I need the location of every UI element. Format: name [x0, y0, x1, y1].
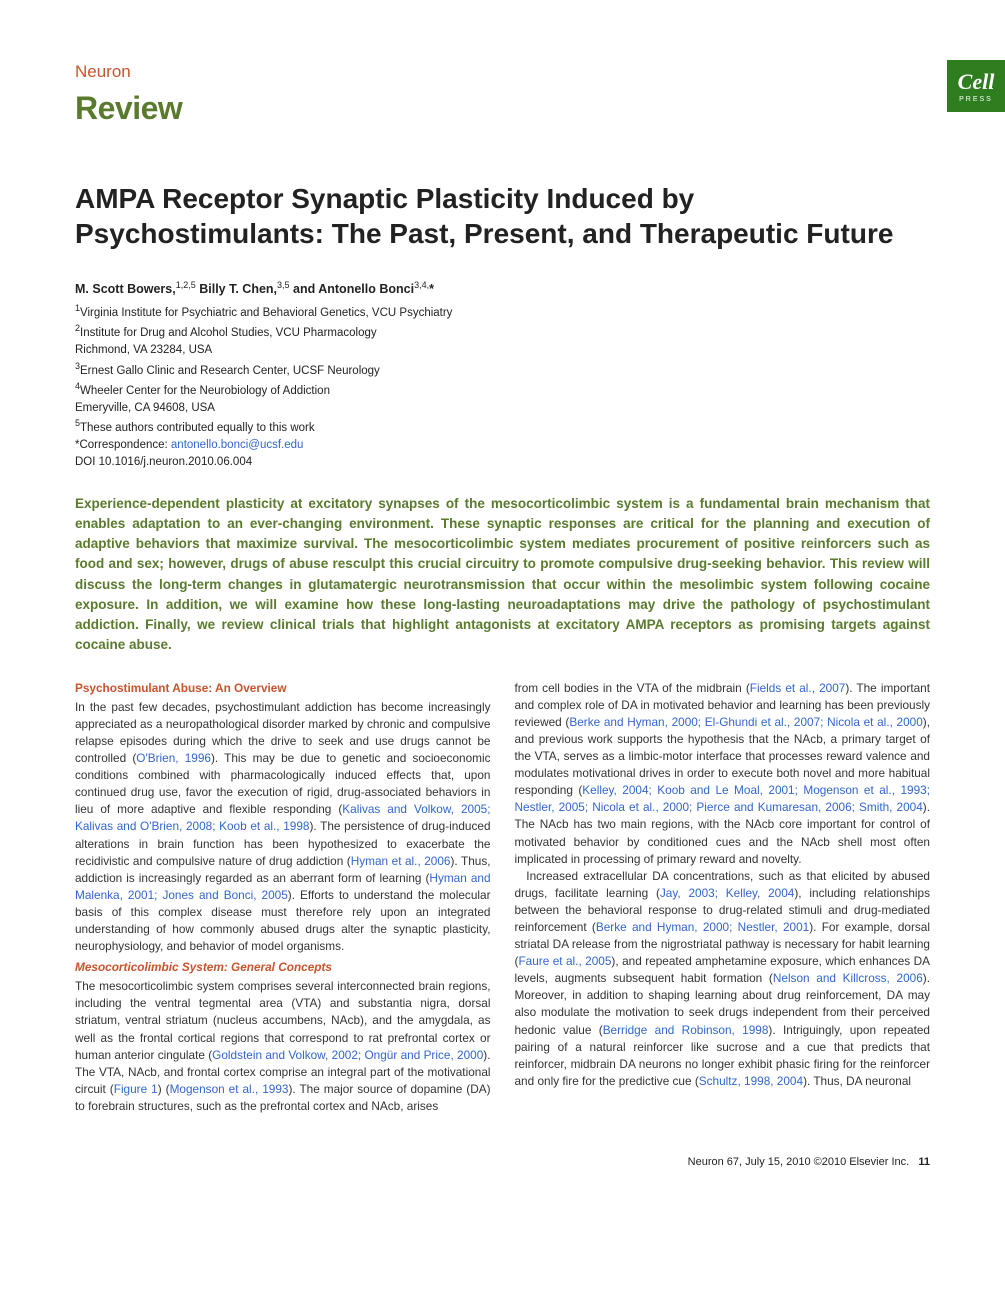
- affiliation-5: These authors contributed equally to thi…: [80, 422, 315, 434]
- citation-link[interactable]: O'Brien, 1996: [136, 751, 211, 765]
- column-left: Psychostimulant Abuse: An Overview In th…: [75, 680, 491, 1115]
- header-left: Neuron Review: [75, 60, 182, 131]
- citation-link[interactable]: Goldstein and Volkow, 2002; Ongür and Pr…: [212, 1048, 483, 1062]
- citation-link[interactable]: Mogenson et al., 1993: [170, 1082, 289, 1096]
- page-number: 11: [918, 1156, 930, 1168]
- body-columns: Psychostimulant Abuse: An Overview In th…: [75, 680, 930, 1115]
- section-heading-1: Psychostimulant Abuse: An Overview: [75, 680, 491, 697]
- footer-citation: Neuron 67, July 15, 2010 ©2010 Elsevier …: [688, 1156, 910, 1168]
- authors: M. Scott Bowers,1,2,5 Billy T. Chen,3,5 …: [75, 279, 930, 298]
- citation-link[interactable]: Berke and Hyman, 2000; El-Ghundi et al.,…: [569, 715, 922, 729]
- cell-badge-top: Cell: [953, 70, 999, 94]
- affiliation-loc1: Richmond, VA 23284, USA: [75, 344, 212, 356]
- citation-link[interactable]: Schultz, 1998, 2004: [699, 1074, 803, 1088]
- body-paragraph: The mesocorticolimbic system comprises s…: [75, 978, 491, 1115]
- body-paragraph: from cell bodies in the VTA of the midbr…: [515, 680, 931, 868]
- citation-link[interactable]: Berridge and Robinson, 1998: [603, 1023, 769, 1037]
- citation-link[interactable]: Faure et al., 2005: [518, 954, 611, 968]
- affiliations: 1Virginia Institute for Psychiatric and …: [75, 302, 930, 471]
- journal-name: Neuron: [75, 60, 182, 85]
- cell-press-badge: Cell PRESS: [947, 60, 1005, 112]
- affiliation-1: Virginia Institute for Psychiatric and B…: [80, 307, 452, 319]
- body-paragraph: In the past few decades, psychostimulant…: [75, 699, 491, 955]
- affiliation-2: Institute for Drug and Alcohol Studies, …: [80, 327, 377, 339]
- article-type: Review: [75, 85, 182, 131]
- affiliation-loc2: Emeryville, CA 94608, USA: [75, 402, 215, 414]
- citation-link[interactable]: Fields et al., 2007: [750, 681, 846, 695]
- body-paragraph: Increased extracellular DA concentration…: [515, 868, 931, 1090]
- correspondence-email[interactable]: antonello.bonci@ucsf.edu: [171, 439, 304, 451]
- affiliation-3: Ernest Gallo Clinic and Research Center,…: [80, 365, 380, 377]
- header: Neuron Review Cell PRESS: [75, 60, 930, 131]
- correspondence-label: *Correspondence:: [75, 439, 171, 451]
- abstract: Experience-dependent plasticity at excit…: [75, 494, 930, 656]
- citation-link[interactable]: Hyman et al., 2006: [351, 854, 451, 868]
- column-right: from cell bodies in the VTA of the midbr…: [515, 680, 931, 1115]
- figure-link[interactable]: Figure 1: [114, 1082, 158, 1096]
- citation-link[interactable]: Nelson and Killcross, 2006: [773, 971, 923, 985]
- page-footer: Neuron 67, July 15, 2010 ©2010 Elsevier …: [75, 1155, 930, 1171]
- subsection-heading-1: Mesocorticolimbic System: General Concep…: [75, 959, 491, 976]
- affiliation-4: Wheeler Center for the Neurobiology of A…: [80, 385, 330, 397]
- article-title: AMPA Receptor Synaptic Plasticity Induce…: [75, 181, 930, 251]
- citation-link[interactable]: Jay, 2003; Kelley, 2004: [660, 886, 794, 900]
- cell-badge-bottom: PRESS: [953, 96, 999, 104]
- doi: DOI 10.1016/j.neuron.2010.06.004: [75, 456, 252, 468]
- citation-link[interactable]: Berke and Hyman, 2000; Nestler, 2001: [596, 920, 809, 934]
